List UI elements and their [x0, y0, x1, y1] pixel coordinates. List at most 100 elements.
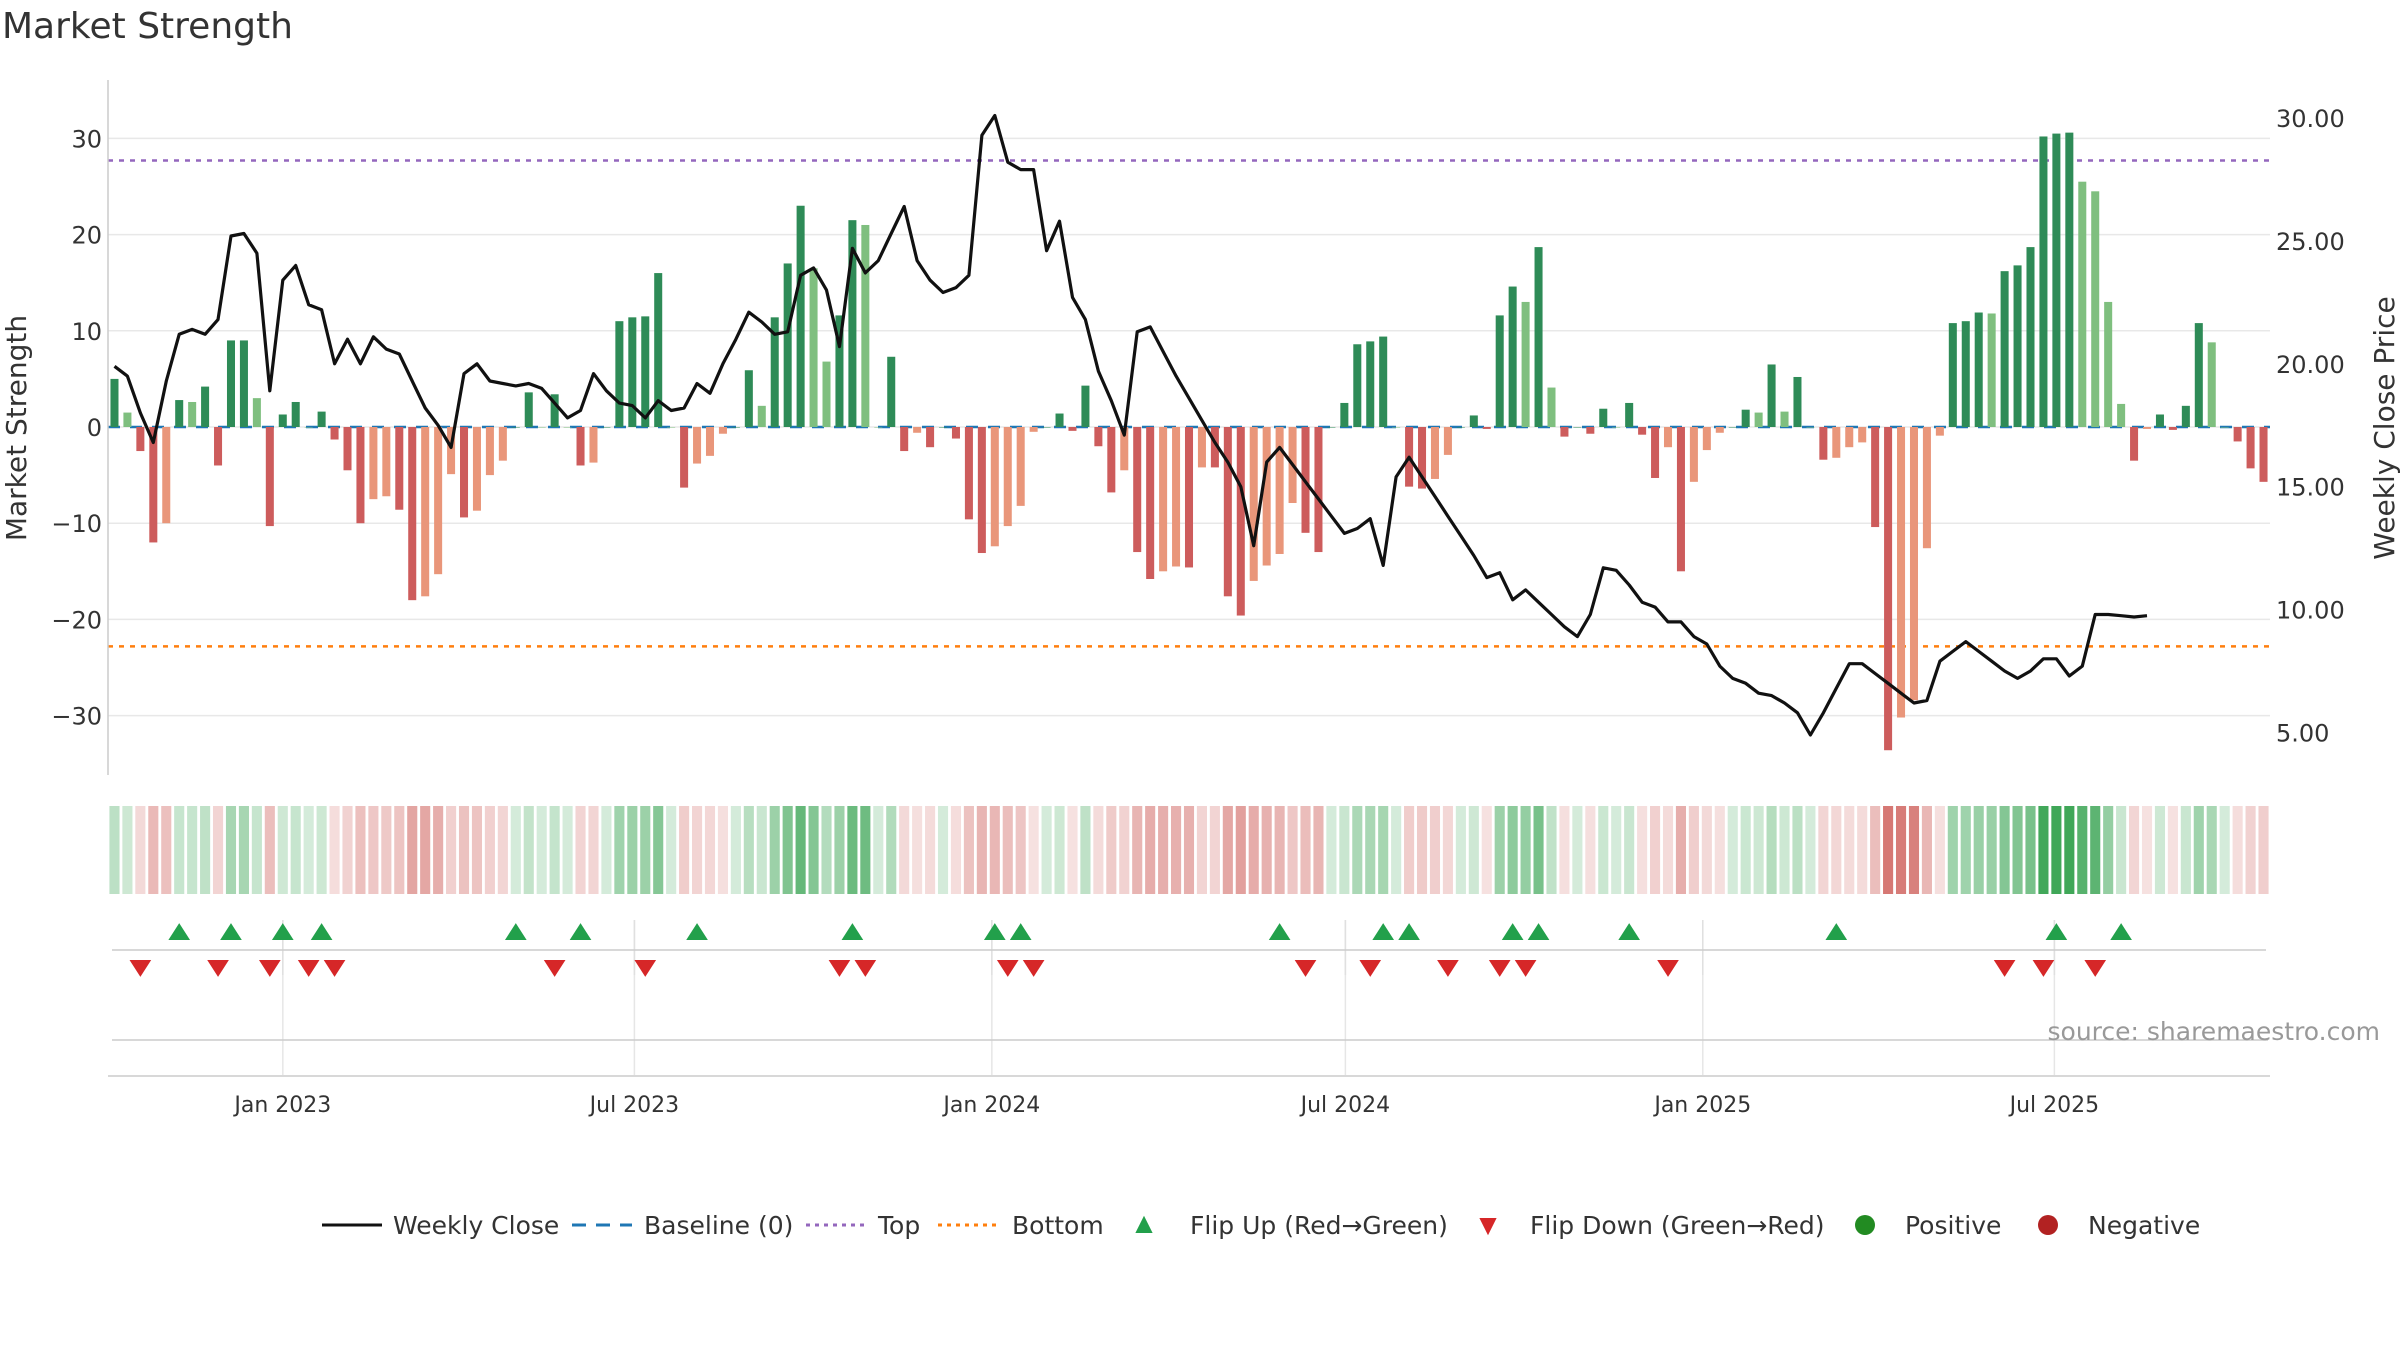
strength-bar	[1029, 427, 1038, 432]
strength-bar	[1702, 427, 1711, 451]
strength-bar	[1521, 301, 1530, 427]
heat-strip-cell	[212, 806, 224, 894]
legend-label-positive: Positive	[1905, 1211, 2001, 1240]
heat-strip-cell	[1235, 806, 1246, 894]
heat-strip-cell	[756, 806, 767, 894]
strength-bar	[2052, 133, 2061, 427]
strength-bar	[1146, 427, 1155, 579]
heat-strip-cell	[860, 806, 871, 894]
heat-strip-cell	[2012, 806, 2023, 894]
strength-bar	[1443, 427, 1452, 455]
strength-bar	[1534, 247, 1543, 427]
strength-bar	[1871, 427, 1880, 528]
heat-strip-cell	[2038, 806, 2049, 894]
legend-item-flip-down: Flip Down (Green→Red)	[1479, 1211, 1825, 1240]
heat-strip-cell	[2103, 806, 2114, 894]
heat-strip-cell	[769, 806, 780, 894]
flip-up-marker	[504, 923, 527, 940]
heat-strip-cell	[2206, 806, 2217, 894]
heat-strip-cell	[329, 806, 340, 894]
heat-strip-cell	[1287, 806, 1298, 894]
heat-strip-cell	[549, 806, 560, 894]
strength-bar	[1495, 315, 1504, 427]
strength-bar	[2233, 427, 2242, 442]
flip-up-marker	[841, 923, 864, 940]
heat-strip-cell	[1274, 806, 1285, 894]
strength-bar	[1249, 427, 1258, 581]
strength-bar	[654, 273, 663, 427]
strength-bar	[1909, 427, 1918, 701]
strength-bar	[1780, 411, 1789, 427]
strength-bar	[278, 414, 287, 427]
strength-bar	[1133, 427, 1142, 553]
strength-bar	[550, 394, 559, 427]
strength-bar	[1418, 427, 1427, 489]
heat-strip-cell	[484, 806, 495, 894]
heat-strip-cell	[1067, 806, 1078, 894]
strength-bar	[835, 315, 844, 427]
flip-up-marker	[2045, 923, 2068, 940]
strength-bar	[201, 386, 210, 427]
flip-up-marker	[1268, 923, 1291, 940]
strength-bar	[2155, 414, 2164, 427]
heat-strip-cell	[1054, 806, 1065, 894]
strength-bar	[136, 427, 145, 452]
strength-bar	[861, 224, 870, 427]
heat-strip-cell	[1300, 806, 1311, 894]
heat-strip-cell	[303, 806, 314, 894]
strength-bar	[149, 427, 158, 543]
heat-strip-cell	[1002, 806, 1013, 894]
strength-bar	[1974, 312, 1983, 427]
strength-bar	[718, 427, 727, 434]
x-tick-label: Jan 2025	[1652, 1093, 1751, 1118]
strength-bar	[1638, 427, 1647, 435]
strength-bar	[330, 427, 339, 440]
heat-strip-cell	[1183, 806, 1195, 894]
heat-strip-cell	[704, 806, 716, 894]
heat-strip-cell	[2245, 806, 2256, 894]
flip-up-marker	[271, 923, 294, 940]
heat-strip-cell	[1145, 806, 1156, 894]
heat-strip-cell	[1171, 806, 1182, 894]
strength-bar	[2117, 403, 2126, 427]
strength-bar	[874, 427, 883, 428]
strength-bar	[809, 268, 818, 427]
heat-strip-cell	[679, 806, 690, 894]
heat-strip-cell	[1921, 806, 1932, 894]
strength-bar	[1845, 427, 1854, 448]
heat-strip-cell	[899, 806, 910, 894]
heat-strip-cell	[1611, 806, 1622, 894]
legend-label-baseline: Baseline (0)	[644, 1211, 793, 1240]
strength-bar	[1560, 427, 1569, 437]
heat-strip-cell	[1986, 806, 1997, 894]
heat-strip-cell	[1688, 806, 1699, 894]
heat-strip-cell	[2077, 806, 2088, 894]
heat-strip-cell	[937, 806, 949, 894]
strength-bar	[1573, 427, 1582, 428]
strength-bar	[1715, 427, 1724, 433]
heat-strip-cell	[1326, 806, 1337, 894]
heat-strip-cell	[1391, 806, 1402, 894]
strength-bar	[421, 427, 430, 597]
heat-strip-cell	[200, 806, 211, 894]
heat-strip-cell	[510, 806, 521, 894]
heat-strip-cell	[1857, 806, 1868, 894]
strength-bar	[2039, 136, 2048, 427]
strength-bar	[1197, 427, 1206, 468]
heat-strip-cell	[627, 806, 638, 894]
y2-tick-label: 25.00	[2276, 228, 2345, 256]
strength-bar	[1184, 427, 1194, 568]
heat-strip-cell	[1844, 806, 1855, 894]
heat-strip-cell	[1870, 806, 1881, 894]
legend-label-negative: Negative	[2088, 1211, 2200, 1240]
strength-bar	[939, 427, 948, 428]
heat-strip-cell	[575, 806, 586, 894]
heat-strip-cell	[238, 806, 249, 894]
strength-bar	[822, 361, 831, 427]
strength-bar	[369, 427, 378, 500]
flip-down-marker	[323, 960, 346, 977]
heat-strip-cell	[1662, 806, 1674, 894]
heat-strip-cell	[963, 806, 974, 894]
flip-down-marker	[1359, 960, 1382, 977]
